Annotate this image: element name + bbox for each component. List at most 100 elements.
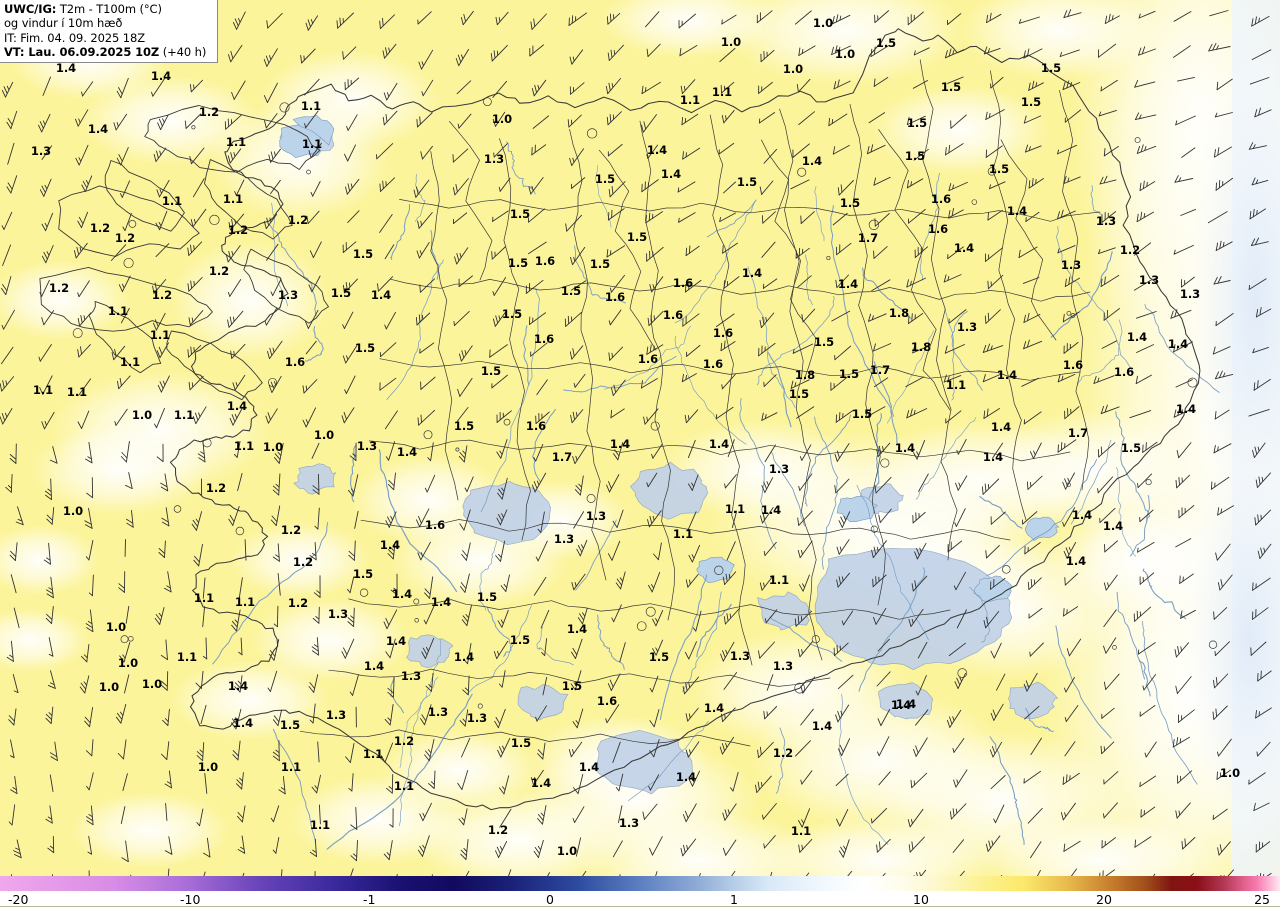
wind-barb-shaft [989, 181, 1006, 190]
field-value-label: 1.4 [954, 241, 974, 255]
wind-barb-shaft [731, 510, 738, 528]
wind-barb-shaft [165, 507, 170, 527]
wind-barb-half [386, 92, 390, 98]
wind-barb-full [419, 116, 421, 125]
wind-barb-shaft [762, 278, 778, 289]
wind-barb-shaft [392, 676, 395, 698]
wind-barb-full [605, 85, 609, 95]
wind-barb-shaft [618, 773, 624, 792]
wind-barb-full [385, 113, 388, 123]
wind-barb-half [952, 716, 955, 722]
map-svg: 1.41.41.2 1.11.11.41.3 1.11.1 1.11.21.21.21… [0, 0, 1280, 876]
wind-barb-shaft [377, 276, 394, 292]
wind-barb-full [300, 55, 303, 64]
wind-barb-full [312, 489, 320, 495]
wind-barb-full [834, 485, 837, 494]
wind-barb-full [160, 482, 168, 488]
wind-barb-full [339, 17, 341, 26]
wind-barb-half [85, 556, 90, 561]
wind-barb-full [684, 414, 687, 424]
wind-barb-shaft [1062, 772, 1080, 785]
wind-barb-full [125, 484, 133, 490]
wind-barb-shaft [1252, 577, 1271, 591]
glacier-polygon [591, 729, 693, 795]
wind-barb-shaft [1023, 340, 1043, 350]
wind-barb-half [264, 320, 267, 326]
river-line [1050, 251, 1113, 339]
wind-barb-full [989, 12, 992, 22]
wind-barb-full [492, 118, 496, 127]
field-value-label: 1.4 [1103, 519, 1123, 533]
wind-barb-half [464, 687, 469, 692]
islet-marker [987, 167, 997, 176]
wind-barb-shaft [498, 840, 508, 858]
wind-barb-shaft [912, 575, 928, 592]
wind-barb-shaft [1254, 109, 1272, 118]
wind-barb-half [234, 619, 239, 624]
wind-barb-full [114, 348, 117, 358]
wind-barb-half [200, 451, 205, 455]
wind-barb-full [232, 754, 239, 761]
wind-barb-half [685, 375, 687, 381]
wind-barb-shaft [465, 542, 471, 561]
wind-barb-shaft [380, 177, 396, 192]
wind-barb-half [119, 711, 124, 716]
wind-barb-full [41, 421, 45, 430]
wind-barb-full [349, 455, 357, 461]
wind-barb-half [310, 19, 314, 24]
wind-barb-full [865, 409, 868, 418]
wind-barb-full [309, 250, 314, 259]
field-value-label: 1.3 [428, 705, 448, 719]
wind-barb-full [270, 381, 275, 390]
wind-barb-shaft [1064, 277, 1081, 287]
islet-marker [209, 214, 220, 226]
wind-barb-full [1028, 82, 1031, 91]
wind-barb-shaft [460, 345, 473, 362]
wind-barb-shaft [51, 507, 55, 525]
wind-barb-shaft [838, 180, 854, 196]
wind-barb-full [607, 553, 613, 561]
field-value-label: 1.1 [235, 595, 255, 609]
wind-barb-shaft [685, 803, 697, 823]
wind-barb-full [1062, 481, 1067, 490]
wind-barb-shaft [267, 12, 283, 29]
wind-barb-shaft [1134, 81, 1156, 88]
wind-barb-half [689, 579, 691, 585]
wind-barb-shaft [420, 376, 436, 390]
wind-barb-shaft [342, 241, 357, 253]
wind-barb-shaft [770, 871, 773, 876]
wind-barb-full [755, 784, 758, 793]
wind-barb-half [315, 616, 320, 620]
wind-barb-full [345, 756, 351, 763]
wind-barb-shaft [1213, 443, 1232, 454]
wind-barb-half [993, 818, 996, 824]
wind-barb-full [537, 818, 543, 825]
wind-barb-full [943, 274, 947, 283]
wind-barb-full [152, 285, 155, 294]
field-value-label: 1.0 [142, 677, 162, 691]
wind-barb-full [38, 124, 43, 133]
wind-barb-half [1100, 86, 1102, 92]
wind-barb-full [307, 19, 311, 28]
river-line [505, 141, 536, 195]
wind-barb-shaft [202, 606, 206, 628]
wind-barb-full [833, 81, 837, 90]
field-value-label: 1.0 [492, 112, 512, 126]
wind-barb-full [608, 82, 611, 92]
field-value-label: 1.4 [228, 679, 248, 693]
wind-barb-shaft [7, 142, 15, 165]
wind-barb-full [722, 650, 726, 659]
wind-barb-full [496, 846, 501, 855]
wind-barb-full [10, 789, 18, 795]
field-value-label: 1.1 [363, 747, 383, 761]
map-canvas[interactable]: 1.4 1.4 1.2 1.1 1.1 1.4 1.3 1.1 1.1 1.1 1.2 1.2 1.2 1… [0, 0, 1280, 876]
wind-barb-shaft [535, 411, 550, 425]
fjord-outline [166, 330, 263, 401]
wind-barb-shaft [1253, 802, 1270, 812]
wind-barb-shaft [950, 803, 967, 820]
river-line [1142, 621, 1198, 785]
field-value-label: 1.8 [889, 306, 909, 320]
wind-barb-full [916, 871, 918, 876]
wind-barb-full [498, 488, 504, 496]
wind-barb-full [274, 453, 281, 460]
